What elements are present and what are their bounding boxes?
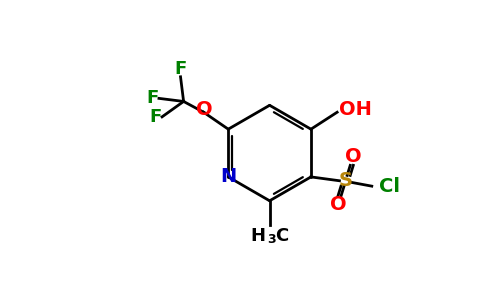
Text: Cl: Cl xyxy=(379,177,400,196)
Text: F: F xyxy=(174,60,187,78)
Text: O: O xyxy=(345,147,362,167)
Text: O: O xyxy=(330,195,346,214)
Text: H: H xyxy=(250,227,265,245)
Text: C: C xyxy=(275,227,288,245)
Text: S: S xyxy=(339,171,353,190)
Text: 3: 3 xyxy=(267,233,276,246)
Text: F: F xyxy=(147,89,159,107)
Text: N: N xyxy=(220,167,236,186)
Text: O: O xyxy=(196,100,212,119)
Text: OH: OH xyxy=(339,100,372,118)
Text: F: F xyxy=(150,108,162,126)
